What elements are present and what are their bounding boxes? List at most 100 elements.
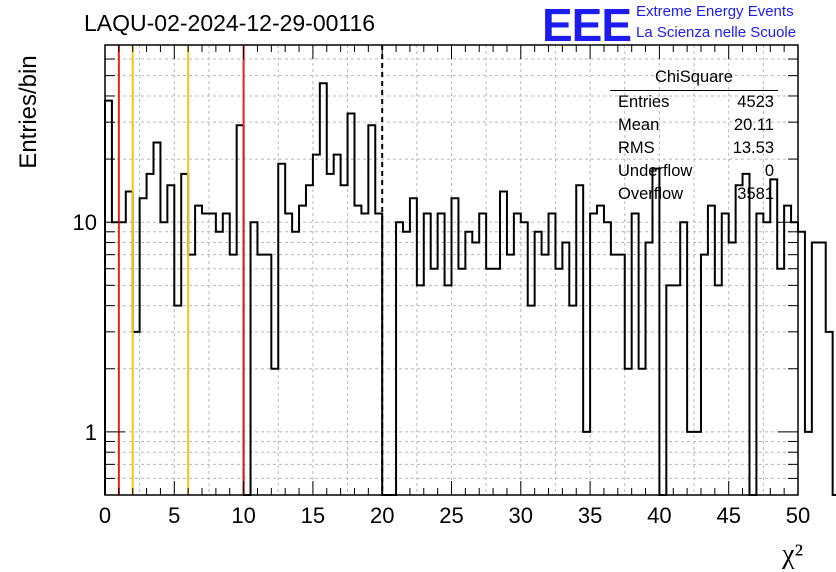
histogram-bin bbox=[375, 214, 382, 495]
histogram-bin bbox=[756, 214, 763, 495]
stats-label: Mean bbox=[618, 116, 660, 134]
histogram-bin bbox=[223, 214, 230, 495]
stats-value: 0 bbox=[764, 162, 774, 180]
histogram-bin bbox=[701, 255, 708, 495]
histogram-bin bbox=[590, 214, 597, 495]
stats-label: RMS bbox=[618, 139, 655, 157]
stats-title: ChiSquare bbox=[655, 68, 733, 86]
histogram-bin bbox=[791, 222, 798, 495]
histogram-bin bbox=[195, 206, 202, 495]
y-axis-label: Entries/bin bbox=[15, 55, 42, 168]
histogram-bin bbox=[133, 332, 140, 495]
stats-row-overflow: Overflow 3581 bbox=[618, 185, 774, 207]
histogram-bin bbox=[666, 285, 673, 495]
histogram-bin bbox=[715, 285, 722, 495]
histogram-bin bbox=[361, 214, 368, 495]
stats-row-rms: RMS 13.53 bbox=[618, 139, 774, 161]
x-tick-label: 15 bbox=[301, 503, 325, 528]
stats-divider bbox=[610, 90, 778, 91]
chart-title: LAQU-02-2024-12-29-00116 bbox=[84, 10, 376, 36]
stats-row-underflow: Underflow 0 bbox=[618, 162, 774, 184]
histogram-bin bbox=[119, 222, 126, 495]
x-tick-label: 45 bbox=[716, 503, 740, 528]
histogram-bin bbox=[396, 222, 403, 495]
logo-caption-line1: Extreme Energy Events bbox=[636, 3, 794, 20]
stats-value: 13.53 bbox=[732, 139, 774, 157]
histogram-bin bbox=[549, 214, 556, 495]
x-axis-label: χ² bbox=[781, 539, 803, 570]
x-tick-label: 35 bbox=[578, 503, 602, 528]
histogram-bin bbox=[493, 269, 500, 495]
histogram-bin bbox=[313, 155, 320, 495]
histogram-bin bbox=[535, 232, 542, 495]
stats-label: Entries bbox=[618, 93, 670, 111]
x-tick-label: 10 bbox=[231, 503, 255, 528]
histogram-bin bbox=[708, 206, 715, 495]
histogram-bin bbox=[597, 206, 604, 495]
histogram-bin bbox=[417, 285, 424, 495]
histogram-bin bbox=[784, 206, 791, 495]
histogram-outline bbox=[104, 82, 836, 496]
x-tick-label: 20 bbox=[370, 503, 394, 528]
stats-label: Overflow bbox=[618, 185, 684, 203]
histogram-bin bbox=[230, 255, 237, 495]
x-tick-label: 25 bbox=[439, 503, 463, 528]
histogram-bin bbox=[160, 222, 167, 495]
histogram-bin bbox=[264, 255, 271, 495]
histogram-bin bbox=[424, 214, 431, 495]
histogram-bin bbox=[826, 332, 833, 495]
histogram-bin bbox=[216, 232, 223, 495]
histogram-bin bbox=[555, 269, 562, 495]
histogram-bin bbox=[285, 214, 292, 495]
histogram-bin bbox=[465, 232, 472, 495]
histogram-bin bbox=[611, 255, 618, 495]
histogram-bin bbox=[486, 269, 493, 495]
histogram-bin bbox=[763, 222, 770, 495]
stats-label: Underflow bbox=[618, 162, 693, 180]
stats-box: ChiSquare Entries 4523 Mean 20.11 RMS 13… bbox=[610, 66, 778, 206]
histogram-bin bbox=[202, 214, 209, 495]
histogram-bin bbox=[618, 255, 625, 495]
stats-value: 4523 bbox=[737, 93, 774, 111]
histogram-bin bbox=[521, 222, 528, 495]
histogram-bin bbox=[445, 285, 452, 495]
histogram-bin bbox=[348, 113, 355, 495]
histogram-bin bbox=[403, 232, 410, 495]
x-tick-label: 40 bbox=[647, 503, 671, 528]
x-tick-labels: 0 5 10 15 20 25 30 35 40 45 50 bbox=[99, 503, 810, 528]
histogram-bin bbox=[673, 285, 680, 495]
histogram-bin bbox=[722, 214, 729, 495]
histogram-bin bbox=[514, 214, 521, 495]
histogram-bin bbox=[154, 142, 161, 495]
stats-value: 3581 bbox=[737, 185, 774, 203]
histogram-bin bbox=[431, 269, 438, 495]
histogram-bars bbox=[104, 82, 836, 496]
histogram-bin bbox=[680, 222, 687, 495]
y-tick-label: 10 bbox=[73, 210, 97, 235]
histogram-bin bbox=[507, 255, 514, 495]
x-tick-label: 50 bbox=[786, 503, 810, 528]
histogram-bin bbox=[777, 269, 784, 495]
histogram-bin bbox=[812, 243, 819, 495]
axes bbox=[104, 44, 799, 496]
histogram-bin bbox=[188, 255, 195, 495]
stats-value: 20.11 bbox=[733, 116, 774, 134]
histogram-bin bbox=[604, 222, 611, 495]
histogram-bin bbox=[278, 164, 285, 495]
histogram-bin bbox=[569, 306, 576, 495]
histogram-bin bbox=[368, 125, 375, 495]
eee-logo: EEE bbox=[542, 0, 632, 51]
x-tick-label: 5 bbox=[168, 503, 180, 528]
histogram-bin bbox=[105, 101, 112, 495]
x-tick-label: 0 bbox=[99, 503, 111, 528]
histogram-bin bbox=[257, 255, 264, 495]
stats-row-entries: Entries 4523 bbox=[618, 93, 774, 115]
histogram-bin bbox=[438, 214, 445, 495]
histogram-bin bbox=[458, 269, 465, 495]
stats-row-mean: Mean 20.11 bbox=[618, 116, 774, 138]
histogram-bin bbox=[542, 255, 549, 495]
histogram-bin bbox=[299, 206, 306, 495]
histogram-bin bbox=[209, 214, 216, 495]
histogram-bin bbox=[770, 179, 777, 495]
histogram-bin bbox=[126, 192, 133, 495]
